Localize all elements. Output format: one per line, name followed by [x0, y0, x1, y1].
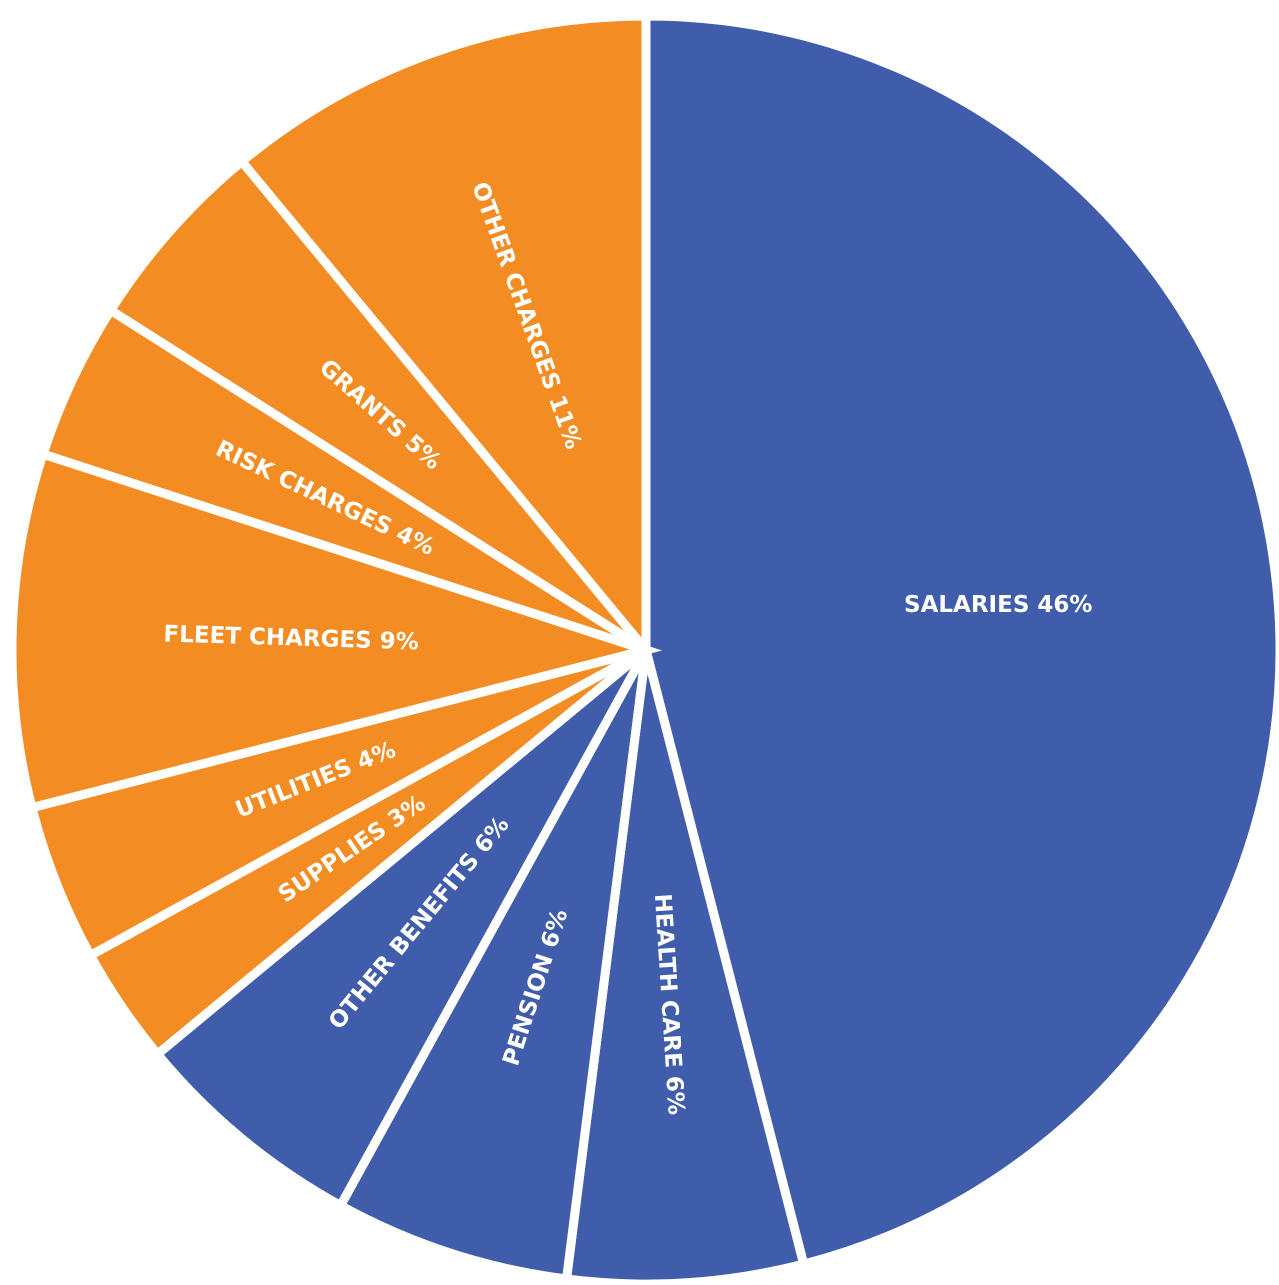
- slice-fleet-charges: [7, 448, 663, 814]
- label-salaries: SALARIES 46%: [904, 592, 1092, 618]
- slice-health-care: [561, 648, 810, 1285]
- slice-salaries: [641, 11, 1279, 1270]
- slice-grants: [104, 155, 650, 654]
- slice-other-charges: [235, 11, 651, 663]
- slice-pension: [334, 647, 651, 1285]
- pie-slices: [7, 11, 1279, 1285]
- slice-other-benefits: [151, 646, 650, 1212]
